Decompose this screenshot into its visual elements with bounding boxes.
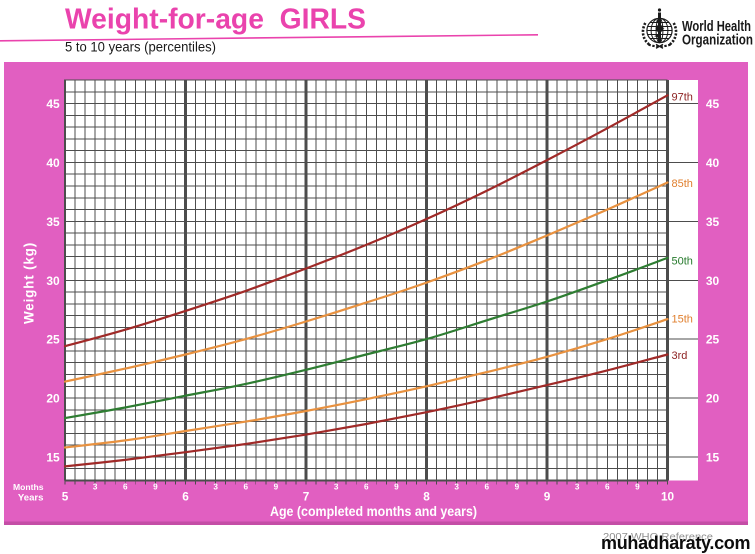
svg-text:3: 3 <box>575 483 580 492</box>
svg-text:20: 20 <box>706 392 720 406</box>
svg-text:25: 25 <box>706 333 720 347</box>
svg-text:9: 9 <box>544 490 551 504</box>
svg-text:40: 40 <box>46 156 60 170</box>
svg-text:9: 9 <box>515 483 520 492</box>
svg-text:40: 40 <box>706 156 720 170</box>
svg-text:9: 9 <box>394 483 399 492</box>
svg-text:6: 6 <box>605 483 610 492</box>
svg-text:15: 15 <box>706 451 720 465</box>
svg-text:6: 6 <box>243 483 248 492</box>
svg-text:35: 35 <box>46 215 60 229</box>
svg-text:6: 6 <box>123 483 128 492</box>
svg-text:6: 6 <box>182 490 189 504</box>
svg-text:9: 9 <box>153 483 158 492</box>
svg-text:9: 9 <box>274 483 279 492</box>
svg-text:45: 45 <box>706 97 720 111</box>
svg-text:30: 30 <box>46 274 60 288</box>
svg-text:Organization: Organization <box>682 33 753 49</box>
svg-text:85th: 85th <box>672 178 693 190</box>
svg-text:2007 WHO Reference: 2007 WHO Reference <box>603 532 713 543</box>
svg-text:50th: 50th <box>672 256 693 268</box>
svg-text:15: 15 <box>46 451 60 465</box>
svg-text:30: 30 <box>706 274 720 288</box>
svg-text:10: 10 <box>661 490 675 504</box>
svg-text:45: 45 <box>46 97 60 111</box>
svg-text:Age (completed months and year: Age (completed months and years) <box>270 503 477 519</box>
svg-text:15th: 15th <box>672 314 693 326</box>
svg-text:World Health: World Health <box>682 19 751 35</box>
svg-text:Years: Years <box>18 493 44 504</box>
svg-text:25: 25 <box>46 333 60 347</box>
svg-text:3: 3 <box>454 483 459 492</box>
svg-text:3rd: 3rd <box>672 350 688 362</box>
svg-text:20: 20 <box>46 392 60 406</box>
svg-text:3: 3 <box>334 483 339 492</box>
svg-text:3: 3 <box>213 483 218 492</box>
svg-text:35: 35 <box>706 215 720 229</box>
svg-text:5: 5 <box>62 490 69 504</box>
svg-text:5 to 10 years (percentiles): 5 to 10 years (percentiles) <box>65 40 216 55</box>
svg-text:Weight-for-age GIRLS: Weight-for-age GIRLS <box>65 4 366 36</box>
svg-text:Weight (kg): Weight (kg) <box>22 242 37 324</box>
svg-text:6: 6 <box>484 483 489 492</box>
svg-text:8: 8 <box>423 490 430 504</box>
svg-text:7: 7 <box>303 490 310 504</box>
svg-text:6: 6 <box>364 483 369 492</box>
svg-text:3: 3 <box>93 483 98 492</box>
svg-text:97th: 97th <box>672 92 693 104</box>
svg-text:9: 9 <box>635 483 640 492</box>
svg-text:Months: Months <box>13 482 44 492</box>
